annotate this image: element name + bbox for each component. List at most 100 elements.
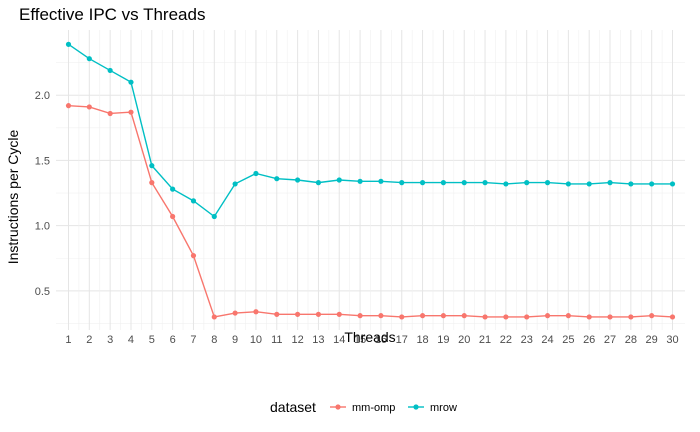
data-point-mrow	[232, 181, 238, 187]
data-point-mrow	[65, 41, 72, 47]
data-point-mm-omp	[482, 314, 488, 320]
x-tick-label: 30	[666, 334, 678, 346]
data-point-mrow	[336, 177, 342, 183]
data-point-mrow	[565, 181, 571, 187]
data-point-mm-omp	[86, 104, 92, 110]
data-point-mrow	[524, 180, 530, 186]
data-point-mm-omp	[170, 213, 176, 220]
x-tick-label: 19	[437, 334, 449, 346]
data-point-mrow	[607, 180, 613, 186]
legend-title: dataset	[270, 399, 316, 415]
x-tick-label: 29	[646, 334, 658, 346]
data-point-mrow	[440, 180, 446, 186]
data-point-mrow	[503, 181, 509, 187]
data-point-mm-omp	[586, 314, 592, 320]
x-tick-label: 4	[128, 334, 134, 346]
data-point-mm-omp	[378, 313, 384, 319]
y-tick-label: 2.0	[35, 90, 50, 102]
x-tick-label: 15	[354, 334, 366, 346]
data-point-mm-omp	[669, 314, 676, 320]
data-point-mrow	[649, 181, 655, 187]
y-tick-label: 1.0	[35, 221, 50, 233]
y-axis-ticks: 0.5 1.0 1.5 2.0	[35, 90, 50, 298]
data-point-mm-omp	[149, 180, 155, 186]
x-tick-label: 13	[312, 334, 324, 346]
y-axis-title: Instructions per Cycle	[5, 129, 21, 264]
legend-key-point	[413, 404, 419, 410]
data-point-mm-omp	[628, 314, 634, 320]
x-tick-label: 25	[562, 334, 574, 346]
data-point-mrow	[378, 178, 384, 184]
legend-label: mm-omp	[352, 402, 395, 414]
data-point-mm-omp	[232, 310, 238, 316]
x-tick-label: 20	[458, 334, 470, 346]
x-tick-label: 9	[232, 334, 238, 346]
x-tick-label: 24	[541, 334, 553, 346]
data-point-mrow	[253, 170, 259, 177]
x-tick-label: 5	[149, 334, 155, 346]
x-tick-label: 22	[500, 334, 512, 346]
legend-items: mm-omp mrow	[330, 402, 457, 414]
data-point-mrow	[128, 79, 134, 85]
data-point-mrow	[274, 176, 280, 182]
series-mrow	[65, 41, 676, 220]
data-point-mrow	[190, 198, 197, 204]
data-point-mm-omp	[399, 314, 405, 320]
data-point-mrow	[399, 180, 405, 186]
series-line-mm-omp	[68, 104, 673, 318]
data-point-mm-omp	[649, 313, 655, 319]
data-point-mrow	[149, 163, 155, 169]
data-point-mm-omp	[107, 110, 113, 117]
data-point-mm-omp	[128, 109, 134, 115]
data-point-mm-omp	[274, 311, 280, 317]
x-tick-label: 8	[211, 334, 217, 346]
data-point-mrow	[669, 181, 676, 187]
x-tick-label: 7	[190, 334, 196, 346]
data-point-mrow	[86, 56, 92, 62]
data-point-mrow	[586, 181, 592, 187]
x-tick-label: 3	[107, 334, 113, 346]
data-point-mrow	[544, 180, 551, 186]
x-tick-label: 10	[250, 334, 262, 346]
x-axis-ticks: 1 2 3 4 5 6 7 8 9 10 11 12 13 14 15 16 17 18 19 20 21 22 23 24 2…	[65, 334, 678, 346]
data-point-mm-omp	[565, 313, 571, 319]
data-point-mrow	[419, 180, 426, 186]
data-point-mrow	[315, 180, 322, 186]
data-point-mm-omp	[315, 311, 322, 317]
data-point-mm-omp	[461, 313, 467, 319]
series-mm-omp	[65, 103, 676, 320]
data-point-mrow	[295, 177, 301, 183]
data-point-mrow	[461, 180, 467, 186]
grid	[56, 30, 685, 330]
data-point-mm-omp	[253, 309, 259, 315]
data-point-mm-omp	[544, 313, 551, 319]
data-point-mm-omp	[607, 314, 613, 320]
data-point-mrow	[357, 178, 363, 184]
legend-key-point	[335, 404, 341, 410]
x-tick-label: 23	[521, 334, 533, 346]
x-tick-label: 11	[271, 334, 282, 346]
data-point-mm-omp	[357, 313, 363, 319]
legend-item-mm-omp: mm-omp	[330, 402, 395, 414]
x-tick-label: 17	[396, 334, 408, 346]
x-tick-label: 26	[583, 334, 595, 346]
x-tick-label: 21	[479, 334, 491, 346]
data-point-mrow	[628, 181, 634, 187]
x-tick-label: 16	[375, 334, 387, 346]
data-point-mm-omp	[524, 314, 530, 320]
legend: dataset mm-omp mrow	[270, 399, 457, 415]
x-axis-title: Threads	[344, 329, 395, 345]
x-tick-label: 1	[65, 334, 71, 346]
x-tick-label: 27	[604, 334, 616, 346]
data-point-mm-omp	[336, 311, 342, 317]
legend-label: mrow	[430, 402, 457, 414]
series-layer	[65, 41, 676, 320]
x-tick-label: 18	[416, 334, 428, 346]
data-point-mm-omp	[419, 313, 426, 319]
data-point-mm-omp	[65, 103, 72, 109]
y-tick-label: 1.5	[35, 155, 50, 167]
series-line-mrow	[68, 43, 673, 218]
legend-item-mrow: mrow	[408, 402, 457, 414]
x-tick-label: 2	[86, 334, 92, 346]
